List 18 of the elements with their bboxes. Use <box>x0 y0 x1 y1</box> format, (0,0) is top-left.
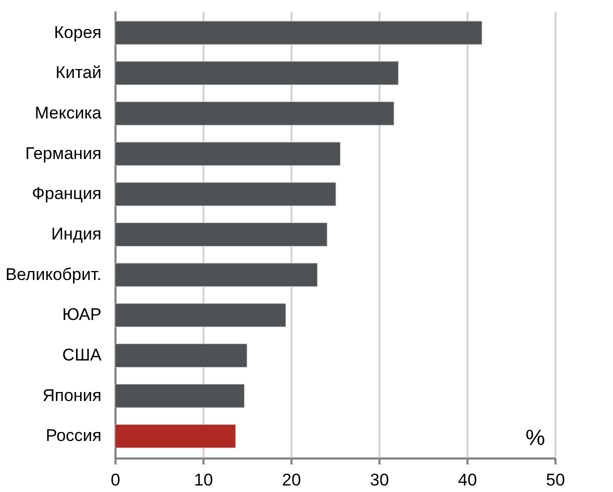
y-tick-label: Китай <box>56 63 102 82</box>
y-tick-label: Япония <box>42 386 102 405</box>
annotation: % <box>525 425 545 450</box>
x-tick-label: 10 <box>194 470 213 490</box>
y-tick-label: Россия <box>46 426 102 446</box>
x-tick-label: 30 <box>370 470 389 490</box>
y-tick-label: Корея <box>54 22 102 42</box>
x-tick-label: 20 <box>282 470 301 490</box>
y-tick-label: Германия <box>25 144 102 163</box>
y-tick-label: ЮАР <box>62 305 102 324</box>
x-tick-label: 50 <box>546 470 565 490</box>
x-tick-label: 40 <box>458 470 477 490</box>
y-tick-label: Индия <box>51 224 102 244</box>
y-tick-label: США <box>62 346 102 365</box>
y-tick-label: Франция <box>32 184 102 204</box>
y-tick-label: Мексика <box>34 103 102 122</box>
x-tick-label: 0 <box>110 470 120 490</box>
y-tick-label: Великобрит. <box>5 264 102 284</box>
